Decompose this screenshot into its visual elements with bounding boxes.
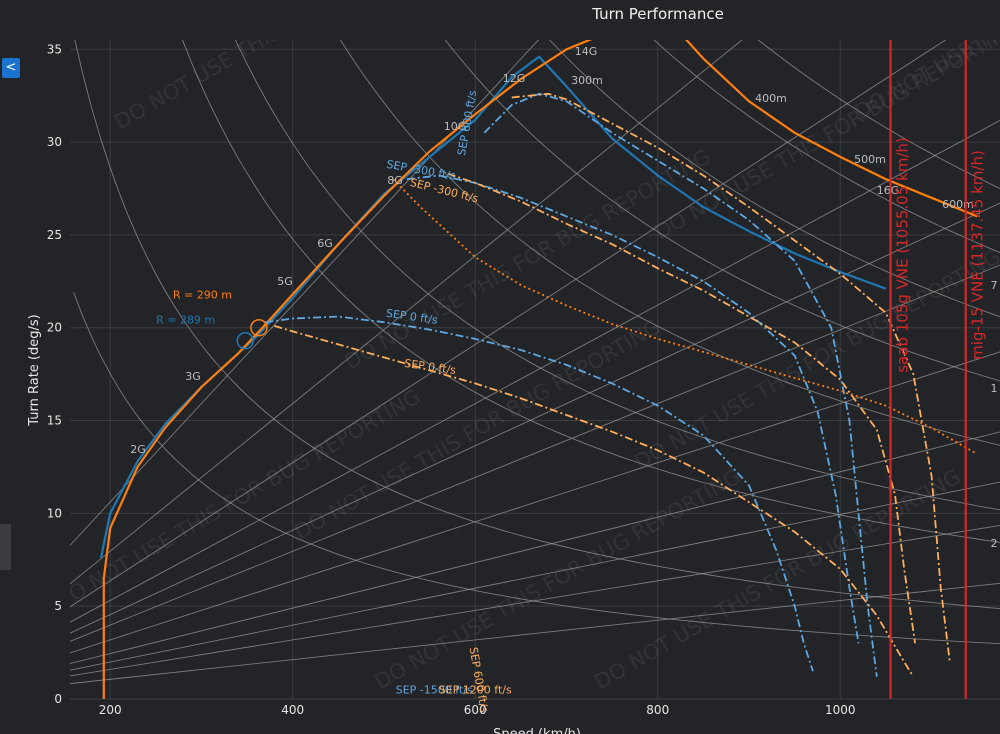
watermark-text: DO NOT USE THIS FOR BUG REPORTING <box>591 464 965 694</box>
y-tick-label: 5 <box>54 599 62 613</box>
g-line <box>234 40 1000 511</box>
radius-line-label: 500m <box>854 153 886 166</box>
watermark-text: DO NOT USE THIS FOR BUG REPORTING <box>371 464 745 694</box>
y-tick-label: 25 <box>47 228 62 242</box>
radius-line-label: 2 <box>991 537 998 550</box>
radius-line-label: 1 <box>991 382 998 395</box>
g-line-label: 5G <box>277 275 293 288</box>
sep-label: SEP 1200 ft/s <box>439 683 512 696</box>
y-tick-label: 10 <box>47 506 62 520</box>
series-line <box>274 325 915 678</box>
g-line-label: 10G <box>444 120 467 133</box>
radius-line <box>70 264 1000 642</box>
x-tick-label: 400 <box>281 703 304 717</box>
series-line <box>265 315 814 672</box>
radius-line-label: 7 <box>991 279 998 292</box>
x-tick-label: 600 <box>464 703 487 717</box>
g-line <box>74 40 1000 610</box>
radius-line-label: 400m <box>755 92 787 105</box>
y-tick-label: 35 <box>47 42 62 56</box>
g-line-label: 14G <box>575 45 598 58</box>
radius-line <box>70 351 1000 654</box>
radius-line-label: 300m <box>571 74 603 87</box>
g-line-label: 2G <box>130 443 146 456</box>
x-axis-label: Speed (km/h) <box>493 727 581 734</box>
radius-line <box>70 481 1000 671</box>
g-line <box>757 40 1000 189</box>
x-tick-label: 1000 <box>825 703 856 717</box>
radius-line <box>70 431 1000 665</box>
series-line <box>447 172 916 644</box>
radius-line <box>70 40 947 608</box>
y-tick-label: 15 <box>47 414 62 428</box>
x-tick-label: 800 <box>646 703 669 717</box>
side-panel-tab[interactable] <box>0 524 11 570</box>
radius-line <box>70 40 539 547</box>
g-line <box>339 40 1000 446</box>
y-tick-label: 20 <box>47 321 62 335</box>
g-line <box>549 40 1000 318</box>
g-line-label: 3G <box>185 370 201 383</box>
g-line-label: 16G <box>877 184 900 197</box>
radius-marker-label: R = 290 m <box>173 289 232 302</box>
vne-label: saab 105g VNE (1055.05 km/h) <box>894 137 912 373</box>
radius-marker-label: R = 289 m <box>156 314 215 327</box>
series-line <box>99 55 887 559</box>
g-line <box>73 292 1000 645</box>
series-line <box>483 92 878 677</box>
series-line <box>511 92 951 663</box>
radius-line <box>70 582 1000 685</box>
g-line <box>182 40 1000 543</box>
y-tick-label: 30 <box>47 135 62 149</box>
y-axis-label: Turn Rate (deg/s) <box>27 314 42 426</box>
radius-line <box>70 40 743 585</box>
radius-marker <box>236 331 254 350</box>
radius-line <box>70 119 1000 623</box>
series-line <box>406 174 860 644</box>
chart-title: Turn Performance <box>591 5 724 23</box>
y-tick-label: 0 <box>54 692 62 706</box>
g-line <box>444 40 1000 382</box>
radius-line <box>70 524 1000 677</box>
radius-marker <box>250 318 268 337</box>
g-line-label: 12G <box>503 72 526 85</box>
collapse-panel-button[interactable]: < <box>2 58 20 78</box>
series-line <box>102 40 978 699</box>
vne-label: mig-15 VNE (1137.45 km/h) <box>969 150 987 360</box>
g-lines <box>70 40 1000 685</box>
g-line <box>653 40 1000 254</box>
g-line-label: 6G <box>317 237 333 250</box>
sep-label: SEP -1500 ft/s <box>396 683 473 696</box>
radius-line <box>70 202 1000 634</box>
g-line-label: 8G <box>387 174 403 187</box>
x-tick-label: 200 <box>99 703 122 717</box>
watermark-text: DO NOT USE THIS FOR BUG REPORTING <box>111 0 485 134</box>
